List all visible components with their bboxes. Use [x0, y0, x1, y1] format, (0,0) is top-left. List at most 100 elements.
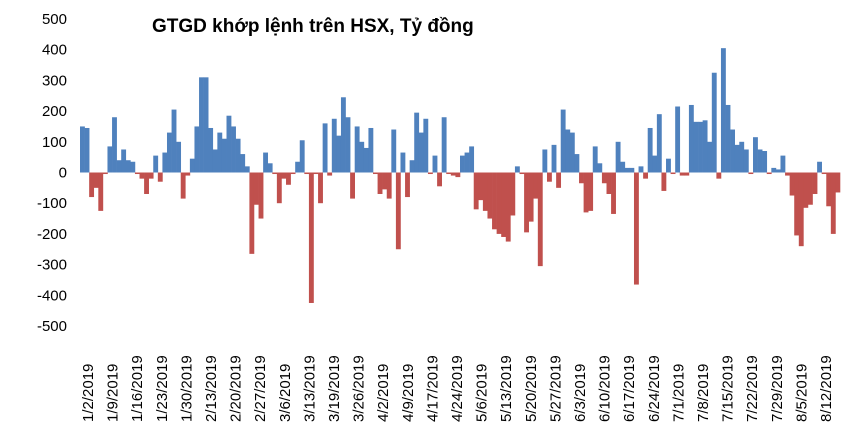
x-tick-label: 3/26/2019: [351, 355, 368, 422]
bar: [304, 172, 310, 175]
bar: [189, 158, 195, 173]
bar: [313, 172, 319, 175]
bar: [794, 172, 800, 236]
bar: [730, 129, 735, 173]
bar: [116, 160, 122, 173]
bar: [789, 172, 795, 196]
bar: [336, 135, 342, 173]
bar: [134, 172, 140, 175]
bar: [469, 146, 475, 173]
x-tick-label: 1/9/2019: [105, 364, 122, 422]
bar: [830, 172, 836, 234]
bar: [290, 172, 296, 175]
bar: [652, 155, 658, 173]
bar: [157, 172, 163, 182]
bar: [478, 172, 484, 201]
bar: [286, 172, 291, 185]
x-tick-label: 7/1/2019: [670, 364, 687, 422]
bar: [217, 132, 223, 173]
bar: [276, 172, 282, 204]
bar: [473, 172, 479, 210]
bar: [675, 106, 681, 173]
bar: [528, 172, 534, 222]
x-tick-label: 4/24/2019: [449, 355, 466, 422]
bar: [817, 161, 822, 173]
bar: [501, 172, 507, 237]
bar: [162, 152, 168, 173]
bar: [560, 109, 566, 173]
bar: [629, 167, 635, 173]
bar: [537, 172, 543, 267]
bar: [322, 123, 328, 173]
bar: [84, 127, 90, 173]
bar: [707, 141, 713, 173]
bar: [647, 127, 653, 173]
bar: [533, 172, 539, 199]
bar: [400, 152, 406, 173]
bar: [638, 166, 644, 173]
bar: [615, 141, 621, 173]
bar: [166, 132, 172, 173]
bar: [208, 127, 214, 173]
bar: [363, 147, 369, 173]
bar: [821, 172, 827, 175]
bar: [670, 172, 676, 175]
bar: [340, 97, 346, 173]
bar: [203, 77, 209, 173]
bar: [519, 172, 525, 175]
bar: [574, 154, 580, 173]
bar: [354, 126, 360, 173]
x-tick-label: 5/20/2019: [523, 355, 540, 422]
x-tick-label: 5/6/2019: [474, 364, 491, 422]
bar: [386, 172, 392, 199]
bar: [556, 172, 562, 188]
x-tick-label: 4/9/2019: [400, 364, 417, 422]
bar: [551, 144, 557, 173]
x-tick-label: 5/13/2019: [498, 355, 515, 422]
bar: [107, 146, 113, 173]
bar: [679, 172, 685, 176]
bar: [606, 172, 612, 194]
bar: [350, 172, 355, 199]
bar: [775, 169, 781, 173]
x-tick-label: 7/29/2019: [769, 355, 786, 422]
bar: [153, 155, 159, 173]
y-tick-label: 200: [42, 103, 67, 120]
bar: [565, 129, 571, 173]
bar: [171, 109, 177, 173]
bar: [693, 121, 699, 173]
y-tick-label: 500: [42, 11, 67, 28]
bar: [510, 172, 516, 216]
x-tick-label: 1/2/2019: [80, 364, 97, 422]
y-tick-label: -100: [37, 195, 67, 212]
bar: [643, 172, 649, 179]
bar: [391, 129, 397, 173]
bar: [569, 132, 575, 173]
bar: [734, 144, 740, 173]
bar: [418, 132, 424, 173]
bar: [583, 172, 589, 213]
x-tick-label: 8/5/2019: [793, 364, 810, 422]
bar: [798, 172, 804, 247]
y-tick-label: 300: [42, 72, 67, 89]
x-axis-tick-labels: 1/2/2019 1/9/2019 1/16/2019 1/23/2019 1/30/2…: [80, 355, 835, 422]
x-tick-label: 4/2/2019: [375, 364, 392, 422]
bar: [807, 172, 813, 205]
bar: [176, 141, 182, 173]
bar: [368, 127, 374, 173]
bar: [803, 172, 809, 208]
bar: [753, 137, 758, 173]
x-tick-label: 4/17/2019: [424, 355, 441, 422]
bar: [414, 112, 420, 173]
bar: [771, 167, 777, 173]
x-tick-label: 8/12/2019: [818, 355, 835, 422]
bar: [377, 172, 383, 194]
bar: [780, 155, 786, 173]
y-tick-label: -300: [37, 257, 67, 274]
bar: [373, 172, 378, 175]
bar: [460, 155, 465, 173]
bar: [80, 126, 85, 173]
bar: [620, 161, 626, 173]
bar: [235, 138, 241, 173]
x-tick-label: 3/19/2019: [326, 355, 343, 422]
